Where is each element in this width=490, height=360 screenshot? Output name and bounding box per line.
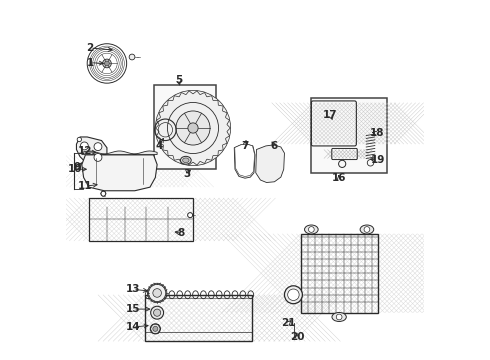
Ellipse shape [183,158,189,163]
Circle shape [188,213,193,218]
Circle shape [364,226,370,232]
FancyBboxPatch shape [153,85,216,169]
Circle shape [153,309,161,316]
Text: 4: 4 [155,141,163,151]
Text: 9: 9 [74,162,81,172]
Circle shape [104,61,109,66]
Text: 14: 14 [126,322,141,332]
Circle shape [151,306,164,319]
Text: 16: 16 [332,173,346,183]
Polygon shape [82,151,157,154]
Circle shape [94,143,102,150]
Polygon shape [76,137,107,164]
Text: 21: 21 [281,319,295,328]
Circle shape [285,286,302,304]
Circle shape [155,90,231,166]
Circle shape [102,59,111,68]
Text: 20: 20 [290,332,304,342]
Text: 18: 18 [370,129,384,138]
Ellipse shape [360,225,374,234]
Text: 3: 3 [183,168,191,179]
Text: 13: 13 [126,284,140,294]
Text: 15: 15 [126,304,140,314]
Text: 17: 17 [323,111,338,121]
Circle shape [129,54,135,60]
Text: 12: 12 [78,146,93,156]
Circle shape [188,123,198,133]
Circle shape [80,142,88,150]
Ellipse shape [180,156,191,164]
Text: 19: 19 [370,155,385,165]
Polygon shape [256,145,285,183]
Circle shape [153,289,161,297]
FancyBboxPatch shape [311,98,387,173]
Polygon shape [235,144,254,176]
Circle shape [288,289,299,301]
Circle shape [176,111,210,145]
Text: 5: 5 [175,75,182,85]
Polygon shape [234,144,255,178]
Text: 2: 2 [86,43,94,53]
Text: 7: 7 [241,141,249,151]
Ellipse shape [304,225,318,234]
Circle shape [153,326,158,331]
Circle shape [150,324,160,334]
Text: 11: 11 [78,181,93,191]
Circle shape [309,226,314,232]
Text: 8: 8 [177,228,185,238]
Circle shape [77,137,81,141]
Circle shape [101,191,106,196]
Text: 6: 6 [271,141,278,151]
Circle shape [336,314,342,320]
Polygon shape [82,155,157,191]
Text: 1: 1 [86,58,94,68]
Text: 10: 10 [68,164,82,174]
Circle shape [94,153,102,161]
Circle shape [147,283,167,303]
Ellipse shape [332,312,346,321]
